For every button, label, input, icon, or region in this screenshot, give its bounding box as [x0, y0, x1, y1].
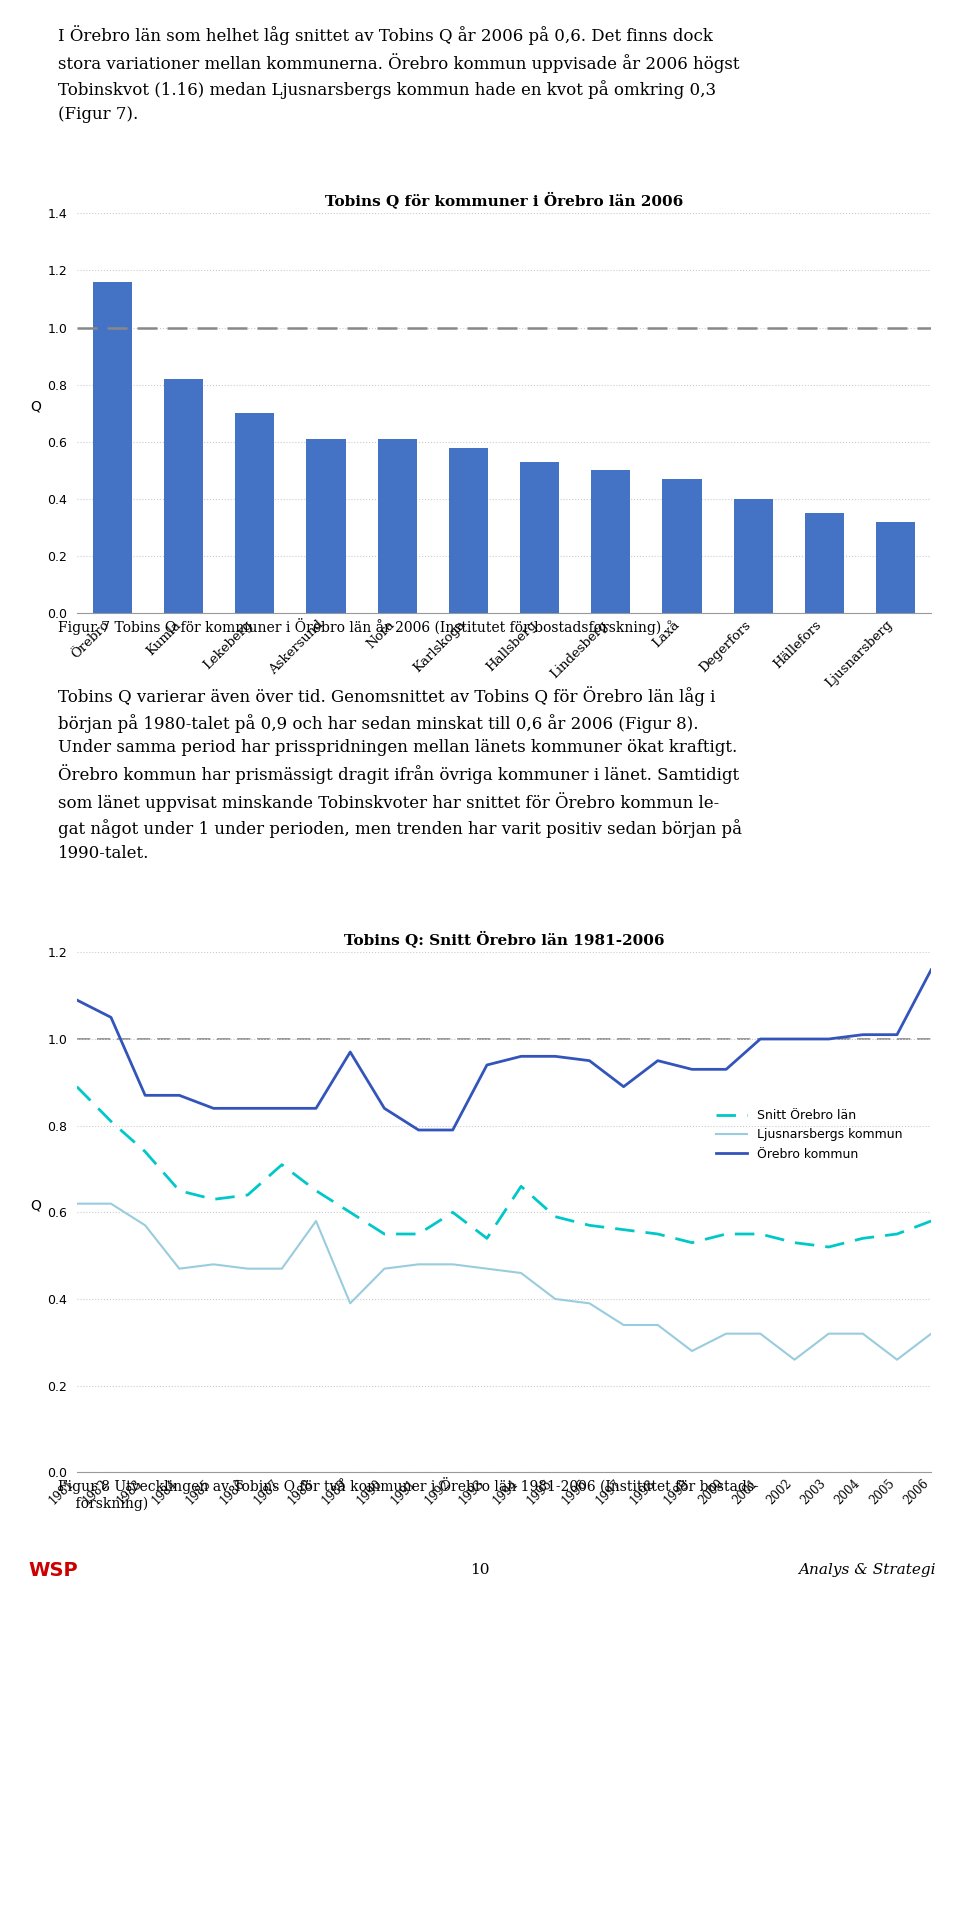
Title: Tobins Q för kommuner i Örebro län 2006: Tobins Q för kommuner i Örebro län 2006 [324, 191, 684, 208]
Text: I Örebro län som helhet låg snittet av Tobins Q år 2006 på 0,6. Det finns dock
s: I Örebro län som helhet låg snittet av T… [58, 25, 739, 123]
Text: Figur 8 Utvecklingen av Tobins Q för två kommuner i Örebro län 1981-2006 (Instit: Figur 8 Utvecklingen av Tobins Q för två… [58, 1476, 758, 1511]
Bar [377, 439, 417, 614]
Bar [876, 522, 915, 614]
Text: Analys & Strategi: Analys & Strategi [799, 1563, 936, 1577]
Bar [662, 479, 702, 614]
Bar [591, 470, 631, 614]
Bar [733, 499, 773, 614]
Bar [235, 414, 275, 614]
Bar [449, 449, 488, 614]
Y-axis label: Q: Q [31, 398, 41, 414]
Text: WSP: WSP [29, 1561, 79, 1580]
Bar [520, 462, 559, 614]
Bar [164, 379, 204, 614]
Legend: Snitt Örebro län, Ljusnarsbergs kommun, Örebro kommun: Snitt Örebro län, Ljusnarsbergs kommun, … [711, 1105, 908, 1167]
Text: 10: 10 [470, 1563, 490, 1577]
Text: Tobins Q varierar även över tid. Genomsnittet av Tobins Q för Örebro län låg i
b: Tobins Q varierar även över tid. Genomsn… [58, 687, 741, 862]
Y-axis label: Q: Q [31, 1199, 41, 1213]
Bar [306, 439, 346, 614]
Bar [93, 281, 132, 614]
Text: Figur 7 Tobins Q för kommuner i Örebro län år 2006 (Institutet för bostadsforskn: Figur 7 Tobins Q för kommuner i Örebro l… [58, 618, 660, 635]
Title: Tobins Q: Snitt Örebro län 1981-2006: Tobins Q: Snitt Örebro län 1981-2006 [344, 930, 664, 947]
Bar [804, 514, 844, 614]
